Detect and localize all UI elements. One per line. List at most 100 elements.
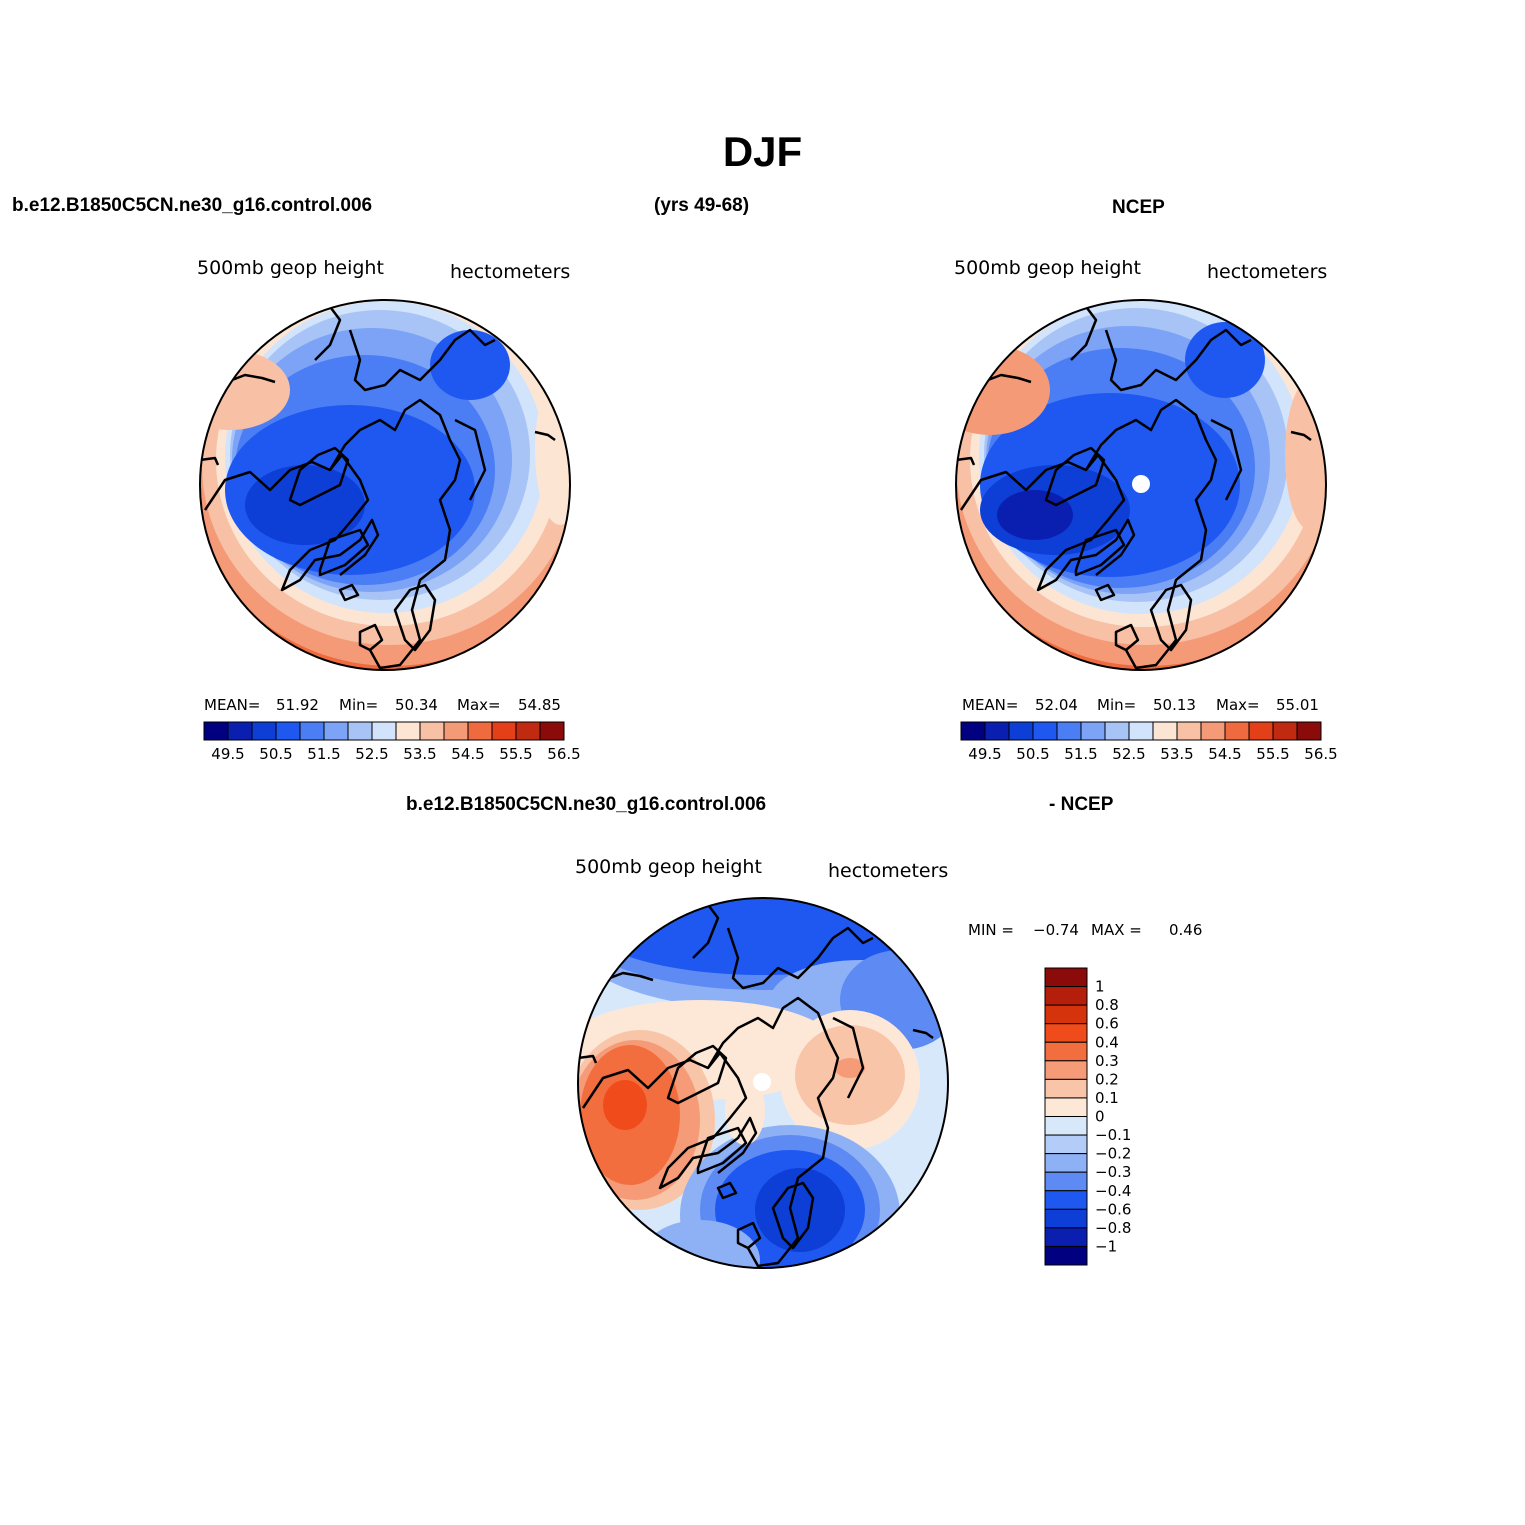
obs-mean-value: 52.04 <box>1035 696 1078 714</box>
diff-colorbar-swatch <box>1044 1041 1088 1062</box>
model-colorbar-swatch <box>299 721 325 741</box>
obs-colorbar-tick-label: 55.5 <box>1256 745 1289 763</box>
model-height-field <box>200 300 570 670</box>
years-heading: (yrs 49-68) <box>654 195 750 216</box>
obs-colorbar-swatch <box>1008 721 1034 741</box>
obs-min-value: 50.13 <box>1153 696 1196 714</box>
model-colorbar-swatch <box>395 721 421 741</box>
obs-colorbar-swatch <box>1224 721 1250 741</box>
diff-colorbar-swatch <box>1044 1060 1088 1080</box>
obs-colorbar-tick-label: 56.5 <box>1304 745 1337 763</box>
diff-colorbar-swatch <box>1044 1208 1088 1229</box>
diff-colorbar-tick-label: 0.4 <box>1095 1033 1119 1051</box>
diff-max-value: 0.46 <box>1169 921 1203 939</box>
model-mean-label: MEAN= <box>204 696 261 714</box>
diff-colorbar-swatch <box>1044 1004 1088 1025</box>
obs-panel-units: hectometers <box>1207 261 1328 283</box>
diff-polar-map <box>577 897 949 1269</box>
diff-colorbar-tick-label: −1 <box>1095 1237 1117 1255</box>
model-colorbar-tick-label: 53.5 <box>403 745 436 763</box>
obs-min-label: Min= <box>1097 696 1137 714</box>
obs-map-border <box>955 299 1327 671</box>
diff-colorbar-tick-label: 0.6 <box>1095 1015 1119 1033</box>
obs-colorbar-swatch <box>984 721 1010 741</box>
obs-colorbar-tick-label: 53.5 <box>1160 745 1193 763</box>
model-colorbar-swatch <box>275 721 301 741</box>
obs-max-value: 55.01 <box>1276 696 1319 714</box>
model-colorbar-tick-label: 50.5 <box>259 745 292 763</box>
diff-min-value: −0.74 <box>1033 921 1079 939</box>
diff-colorbar-swatch <box>1044 967 1088 988</box>
obs-colorbar-tick-label: 49.5 <box>968 745 1001 763</box>
obs-colorbar-swatch <box>1080 721 1106 741</box>
diff-colorbar-tick-label: −0.8 <box>1095 1219 1131 1237</box>
diff-colorbar-swatch <box>1044 1227 1088 1247</box>
obs-colorbar-swatch <box>1032 721 1058 741</box>
model-colorbar-tick-label: 52.5 <box>355 745 388 763</box>
model-colorbar-swatch <box>467 721 493 741</box>
diff-colorbar-tick-label: −0.2 <box>1095 1145 1131 1163</box>
diff-colorbar-tick-label: −0.3 <box>1095 1163 1131 1181</box>
model-max-label: Max= <box>457 696 501 714</box>
model-mean-value: 51.92 <box>276 696 319 714</box>
obs-colorbar-tick-label: 52.5 <box>1112 745 1145 763</box>
obs-height-field <box>956 300 1326 670</box>
diff-pole-hole <box>753 1073 771 1091</box>
diff-colorbar: 10.80.60.40.30.20.10−0.1−0.2−0.3−0.4−0.6… <box>1044 967 1131 1266</box>
diff-map-border <box>577 897 949 1269</box>
obs-colorbar-tick-label: 51.5 <box>1064 745 1097 763</box>
obs-colorbar-tick-label: 54.5 <box>1208 745 1241 763</box>
obs-colorbar-swatch <box>1128 721 1154 741</box>
diff-heading-right: - NCEP <box>1049 794 1114 815</box>
model-colorbar-swatch <box>203 721 229 741</box>
model-colorbar-tick-label: 56.5 <box>547 745 580 763</box>
model-colorbar-swatch <box>251 721 277 741</box>
obs-colorbar-swatch <box>1200 721 1226 741</box>
model-panel-units: hectometers <box>450 261 571 283</box>
model-colorbar-tick-label: 55.5 <box>499 745 532 763</box>
obs-max-label: Max= <box>1216 696 1260 714</box>
diff-colorbar-swatch <box>1044 1116 1088 1136</box>
model-min-label: Min= <box>339 696 379 714</box>
diff-colorbar-tick-label: −0.6 <box>1095 1200 1131 1218</box>
diff-colorbar-tick-label: 1 <box>1095 978 1105 996</box>
diff-colorbar-swatch <box>1044 1171 1088 1192</box>
diff-coastlines <box>578 898 934 1268</box>
obs-colorbar-swatch <box>1296 721 1322 741</box>
obs-colorbar-swatch <box>1248 721 1274 741</box>
diff-colorbar-swatch <box>1044 1134 1088 1155</box>
diff-colorbar-swatch <box>1044 1245 1088 1266</box>
diff-colorbar-swatch <box>1044 1078 1088 1099</box>
diff-colorbar-swatch <box>1044 986 1088 1006</box>
model-colorbar: 49.5 50.5 51.5 52.5 53.5 54.5 55.5 56.5 <box>203 721 581 763</box>
diff-colorbar-tick-label: 0 <box>1095 1108 1105 1126</box>
obs-colorbar-swatch <box>1056 721 1082 741</box>
diff-max-label: MAX = <box>1091 921 1142 939</box>
diff-colorbar-swatch <box>1044 1023 1088 1043</box>
diff-colorbar-tick-label: 0.2 <box>1095 1070 1119 1088</box>
diff-colorbar-tick-label: 0.3 <box>1095 1052 1119 1070</box>
diff-panel-title: 500mb geop height <box>575 856 762 878</box>
model-colorbar-tick-label: 49.5 <box>211 745 244 763</box>
model-colorbar-tick-label: 54.5 <box>451 745 484 763</box>
obs-colorbar-swatch <box>1152 721 1178 741</box>
model-colorbar-swatch <box>515 721 541 741</box>
diff-heading-left: b.e12.B1850C5CN.ne30_g16.control.006 <box>406 794 767 815</box>
obs-polar-map <box>955 299 1327 671</box>
diff-colorbar-swatch <box>1044 1097 1088 1117</box>
model-colorbar-swatch <box>491 721 517 741</box>
diff-colorbar-swatch <box>1044 1190 1088 1210</box>
obs-colorbar: 49.5 50.5 51.5 52.5 53.5 54.5 55.5 56.5 <box>960 721 1338 763</box>
model-min-value: 50.34 <box>395 696 438 714</box>
model-colorbar-swatch <box>347 721 373 741</box>
diff-colorbar-swatch <box>1044 1153 1088 1173</box>
obs-colorbar-tick-label: 50.5 <box>1016 745 1049 763</box>
diff-panel-units: hectometers <box>828 860 949 882</box>
obs-colorbar-swatch <box>1176 721 1202 741</box>
figure-title: DJF <box>722 128 803 175</box>
model-colorbar-swatch <box>443 721 469 741</box>
obs-pole-hole <box>1132 475 1150 493</box>
model-coastlines <box>200 300 556 670</box>
obs-panel-title: 500mb geop height <box>954 257 1141 279</box>
